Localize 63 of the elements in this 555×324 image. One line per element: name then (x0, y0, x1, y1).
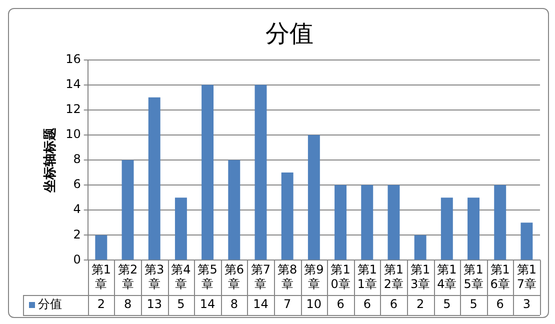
bar (122, 160, 134, 260)
bar (202, 84, 214, 260)
chart-title: 分值 (266, 20, 314, 48)
bar (95, 235, 108, 260)
x-tick-label: 第4章 (171, 262, 191, 291)
data-label: 8 (230, 297, 238, 312)
x-tick-label: 第1章 (91, 262, 111, 291)
y-tick-label: 2 (73, 227, 81, 242)
legend-label: 分值 (38, 297, 62, 312)
y-tick-label: 6 (73, 177, 81, 192)
data-label: 6 (363, 297, 371, 312)
x-tick-label: 第15章 (464, 262, 484, 291)
bar (440, 198, 453, 260)
bar (494, 185, 506, 260)
x-tick-label: 第11章 (357, 262, 377, 291)
data-label: 5 (470, 297, 478, 312)
x-tick-label: 第8章 (278, 262, 298, 291)
bar (174, 198, 187, 260)
bar (308, 134, 320, 260)
y-tick-label: 4 (73, 202, 81, 216)
data-label: 8 (124, 297, 132, 312)
x-tick-label: 第10章 (330, 262, 350, 291)
data-label: 7 (284, 297, 292, 312)
x-tick-label: 第16章 (490, 262, 510, 291)
y-tick-label: 12 (66, 102, 81, 116)
data-label: 13 (146, 297, 162, 312)
x-tick-label: 第3章 (144, 262, 164, 291)
x-tick-label: 第13章 (410, 262, 430, 291)
y-axis-title: 坐标轴标题 (42, 128, 58, 194)
x-tick-label: 第7章 (250, 262, 271, 291)
bar (414, 235, 426, 260)
bar (281, 172, 294, 260)
data-label: 6 (390, 297, 398, 312)
bar (388, 185, 400, 260)
x-tick-label: 第12章 (384, 262, 404, 291)
bar (520, 222, 533, 260)
data-label: 5 (177, 297, 185, 312)
y-tick-label: 8 (73, 152, 81, 166)
data-label: 5 (443, 297, 451, 312)
bar (228, 160, 240, 260)
data-label: 10 (306, 297, 322, 312)
x-tick-label: 第2章 (118, 262, 138, 291)
data-label: 14 (200, 297, 216, 312)
bar (254, 84, 267, 260)
y-tick-label: 10 (66, 127, 81, 142)
y-tick-label: 16 (66, 52, 81, 66)
data-label: 2 (416, 297, 424, 312)
bar (148, 97, 160, 260)
x-tick-label: 第6章 (224, 262, 244, 291)
x-tick-label: 第5章 (198, 262, 218, 291)
x-tick-label: 第9章 (304, 262, 324, 291)
y-tick-label: 14 (66, 76, 81, 91)
bar (334, 185, 347, 260)
bar (468, 198, 480, 260)
data-label: 2 (97, 297, 105, 312)
bar (361, 185, 374, 260)
data-label: 6 (496, 297, 504, 312)
y-tick-label: 0 (73, 252, 81, 266)
data-label: 6 (336, 297, 344, 312)
x-tick-label: 第17章 (516, 262, 537, 291)
data-label: 14 (253, 297, 268, 312)
x-tick-label: 第14章 (437, 262, 457, 291)
data-label: 3 (522, 297, 531, 312)
